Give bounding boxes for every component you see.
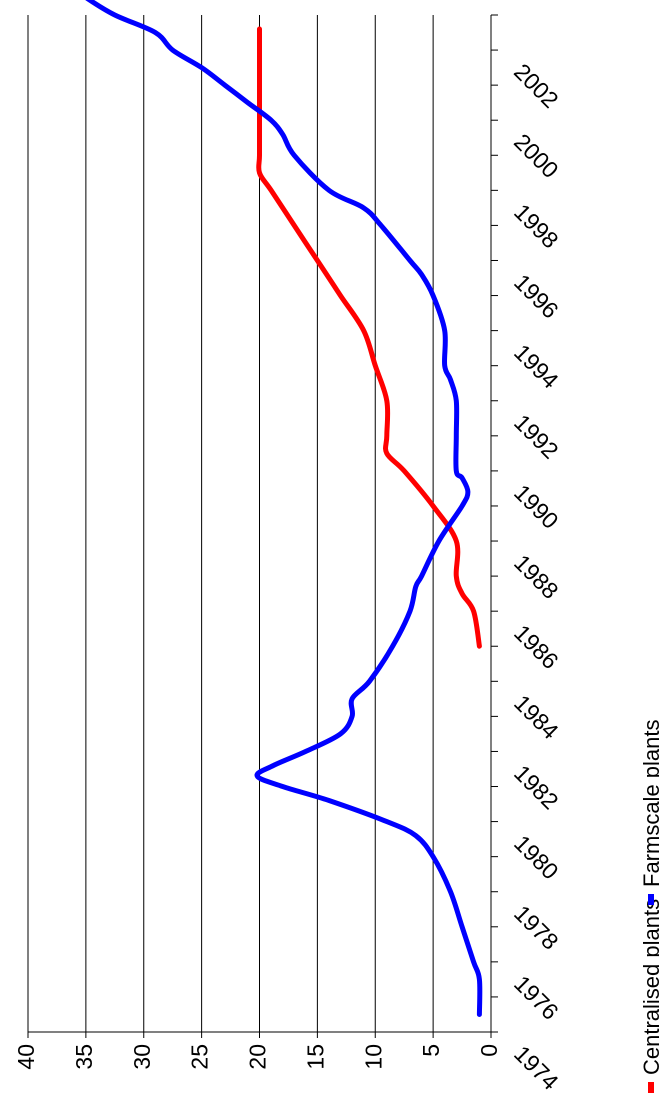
x-tick-label: 1994 bbox=[509, 339, 564, 394]
x-tick-label: 1986 bbox=[509, 620, 564, 675]
series-line-centralised-plants bbox=[256, 26, 482, 649]
x-tick-label: 1992 bbox=[509, 409, 564, 464]
x-tick-label: 1990 bbox=[509, 479, 564, 534]
x-tick-label: 1978 bbox=[509, 900, 564, 955]
x-tick-label: 2002 bbox=[509, 58, 564, 113]
y-tick-label: 20 bbox=[245, 1044, 271, 1070]
x-tick-label: 1988 bbox=[509, 549, 564, 604]
x-axis-ticks: 1974 1976 1978 1980 1982 1984 1986 1988 1990 1992… bbox=[490, 14, 564, 1095]
legend: Centralised plants Farmscale plants bbox=[639, 719, 659, 1093]
x-tick-label: 1982 bbox=[509, 760, 564, 815]
legend-item-farmscale: Farmscale plants bbox=[639, 719, 659, 905]
legend-label-centralised: Centralised plants bbox=[639, 899, 659, 1075]
x-tick-label: 2000 bbox=[509, 129, 564, 184]
y-tick-label: 15 bbox=[302, 1044, 328, 1070]
x-tick-label: 1980 bbox=[509, 830, 564, 885]
y-tick-label: 30 bbox=[129, 1044, 155, 1070]
series-line-farmscale-plants bbox=[85, 0, 483, 1017]
y-tick-label: 5 bbox=[418, 1044, 444, 1057]
legend-item-centralised: Centralised plants bbox=[639, 899, 659, 1093]
x-tick-label: 1996 bbox=[509, 269, 564, 324]
x-tick-label: 1998 bbox=[509, 199, 564, 254]
y-tick-label: 40 bbox=[13, 1044, 39, 1070]
y-tick-label: 35 bbox=[71, 1044, 97, 1070]
y-tick-label: 25 bbox=[187, 1044, 213, 1070]
y-tick-label: 0 bbox=[476, 1044, 502, 1057]
series-lines bbox=[85, 0, 483, 1017]
x-tick-label: 1984 bbox=[509, 690, 564, 745]
y-tick-label: 10 bbox=[360, 1044, 386, 1070]
x-tick-label: 1976 bbox=[509, 970, 564, 1025]
y-axis-ticks: 0 5 10 15 20 25 30 35 40 bbox=[13, 1032, 502, 1070]
x-tick-label: 1974 bbox=[509, 1040, 564, 1095]
legend-label-farmscale: Farmscale plants bbox=[639, 719, 659, 887]
